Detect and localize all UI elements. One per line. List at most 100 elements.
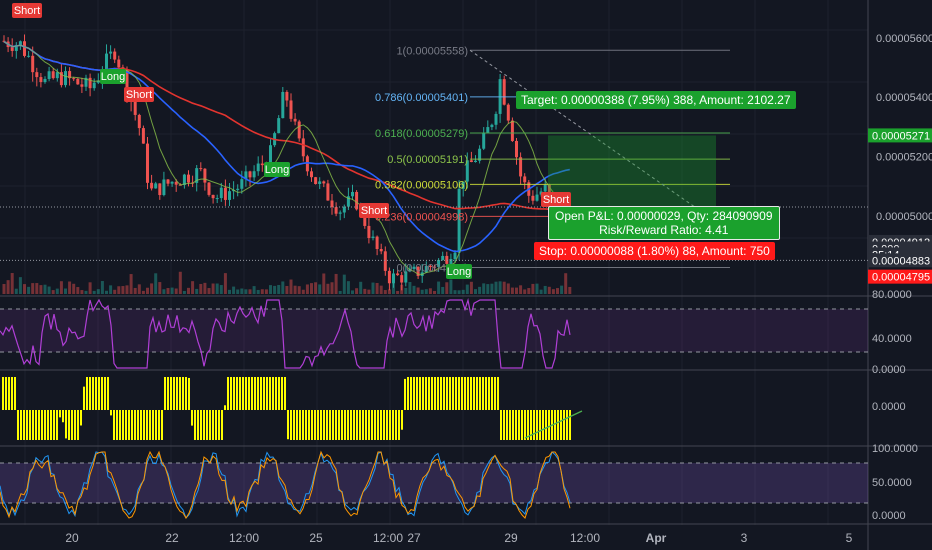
- macd-histogram-bar: [158, 410, 160, 440]
- macd-histogram-bar: [59, 410, 61, 418]
- candle-body: [35, 72, 39, 78]
- macd-histogram-bar: [434, 377, 436, 410]
- macd-histogram-bar: [269, 377, 271, 410]
- macd-histogram-bar: [128, 410, 130, 440]
- volume-bar: [305, 284, 309, 294]
- macd-histogram-bar: [281, 377, 283, 410]
- volume-bar: [232, 286, 236, 294]
- rsi-tick: 80.0000: [872, 289, 912, 301]
- volume-bar: [363, 288, 367, 294]
- macd-histogram-bar: [74, 410, 76, 440]
- volume-bar: [531, 283, 535, 294]
- volume-bar: [351, 290, 354, 294]
- macd-histogram-bar: [236, 377, 238, 410]
- volume-bar: [367, 289, 371, 294]
- candle-body: [244, 171, 248, 180]
- candle-body: [494, 113, 498, 125]
- macd-histogram-bar: [488, 377, 490, 410]
- candle-body: [305, 156, 309, 172]
- candle-body: [174, 181, 178, 185]
- macd-histogram-bar: [83, 386, 85, 410]
- candle-body: [457, 188, 461, 253]
- signal-label: Short: [361, 205, 387, 217]
- macd-histogram-bar: [347, 410, 349, 440]
- macd-histogram-bar: [458, 377, 460, 410]
- macd-histogram-bar: [359, 410, 361, 440]
- macd-histogram-bar: [134, 410, 136, 440]
- volume-bar: [490, 283, 494, 294]
- volume-bar: [342, 274, 346, 294]
- candle-body: [170, 181, 174, 184]
- macd-histogram-bar: [509, 410, 511, 440]
- price-tick: 0.00005200: [876, 151, 932, 163]
- moving-averages: [3, 40, 571, 275]
- macd-histogram-bar: [536, 410, 538, 440]
- macd-histogram-bar: [380, 410, 382, 440]
- candle-body: [506, 104, 510, 121]
- macd-histogram-bar: [110, 410, 112, 416]
- volume-bar: [154, 273, 158, 294]
- candle-body: [240, 179, 244, 189]
- volume-bar: [23, 284, 26, 294]
- candle-body: [31, 55, 35, 73]
- macd-histogram-bar: [500, 410, 502, 440]
- signal-label: Short: [126, 89, 152, 101]
- volume-bar: [64, 288, 67, 294]
- volume-bar: [371, 282, 375, 294]
- candle-body: [260, 163, 264, 166]
- volume-bar: [146, 287, 149, 294]
- candle-body: [383, 251, 387, 271]
- volume-bar: [244, 289, 248, 294]
- macd-histogram-bar: [560, 410, 562, 440]
- candle-body: [133, 101, 137, 115]
- macd-histogram-bar: [479, 377, 481, 410]
- macd-histogram-bar: [413, 377, 415, 410]
- macd-histogram-bar: [506, 410, 508, 440]
- volume-bar: [404, 287, 408, 294]
- macd-histogram-bar: [161, 410, 163, 440]
- macd-histogram-bar: [17, 410, 19, 440]
- macd-histogram-bar: [368, 410, 370, 440]
- macd-histogram-bar: [113, 410, 115, 440]
- candle-body: [18, 41, 22, 45]
- macd-histogram-bar: [563, 410, 565, 440]
- volume-bar: [100, 281, 104, 294]
- macd-histogram-bar: [464, 377, 466, 410]
- volume-bar: [88, 282, 92, 294]
- macd-histogram-bar: [569, 410, 571, 440]
- volume-bar: [203, 282, 207, 294]
- macd-histogram-bar: [515, 410, 517, 440]
- rsi-tick: 40.0000: [872, 333, 912, 345]
- volume-bar: [125, 285, 129, 294]
- price-tick: 0.00005400: [876, 92, 932, 104]
- macd-histogram-bar: [470, 377, 472, 410]
- volume-bar: [27, 286, 31, 294]
- volume-bar: [416, 287, 420, 294]
- macd-histogram-bar: [548, 410, 550, 440]
- macd-histogram-bar: [362, 410, 364, 440]
- stoch-band: [0, 463, 868, 503]
- candle-body: [465, 160, 469, 182]
- fib-level-label: 0.786(0.00005401): [375, 92, 468, 104]
- candle-body: [342, 206, 346, 213]
- macd-histogram-bar: [467, 377, 469, 410]
- volume-bar: [486, 284, 490, 294]
- candle-body: [531, 195, 535, 201]
- macd-histogram-bar: [182, 377, 184, 410]
- macd-histogram-bar: [395, 410, 397, 440]
- macd-histogram-bar: [95, 377, 97, 410]
- signal-label: Long: [447, 266, 471, 278]
- volume-bar: [68, 281, 72, 294]
- candle-body: [375, 236, 379, 250]
- volume-bar: [264, 289, 268, 294]
- candle-body: [326, 183, 330, 201]
- long-signal-badge: [446, 264, 472, 279]
- price-badge-label: 0.00004883: [872, 255, 930, 267]
- macd-trendline: [524, 410, 583, 439]
- price-badge: [868, 269, 932, 284]
- candle-body: [392, 273, 395, 284]
- volume-bar: [14, 288, 18, 294]
- macd-histogram-bar: [140, 410, 142, 440]
